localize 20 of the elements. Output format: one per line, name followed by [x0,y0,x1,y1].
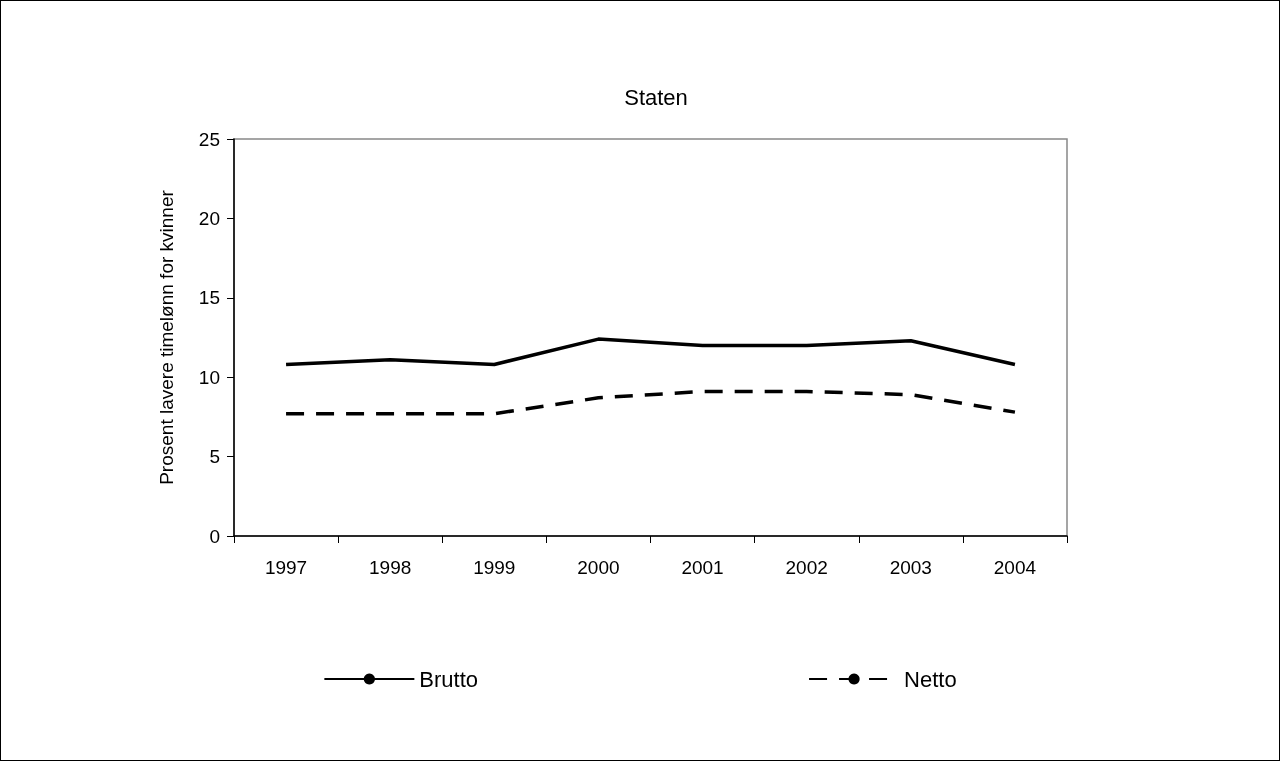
x-tick-label: 1997 [264,557,308,578]
legend-label: Brutto [419,666,479,692]
y-tick-label: 15 [198,287,220,309]
y-tick-label: 10 [198,366,220,388]
chart-title: Staten [624,84,688,110]
line-series [284,337,1017,367]
y-tick-label: 0 [209,525,220,547]
x-tick-label: 2004 [993,557,1037,578]
x-tick-label: 1998 [369,557,412,578]
x-tick-label: 1999 [473,557,516,578]
x-tick-label: 2002 [785,557,828,578]
line-series [284,389,1017,416]
x-tick-label: 2003 [889,557,932,578]
legend-label: Netto [904,666,957,692]
y-tick-label: 25 [198,128,220,150]
y-tick-label: 20 [198,207,220,229]
x-tick-label: 2000 [577,557,620,578]
y-tick-label: 5 [209,446,220,468]
x-tick-label: 2001 [681,557,724,578]
y-axis-title: Prosent lavere timelønn for kvinner [156,189,177,485]
